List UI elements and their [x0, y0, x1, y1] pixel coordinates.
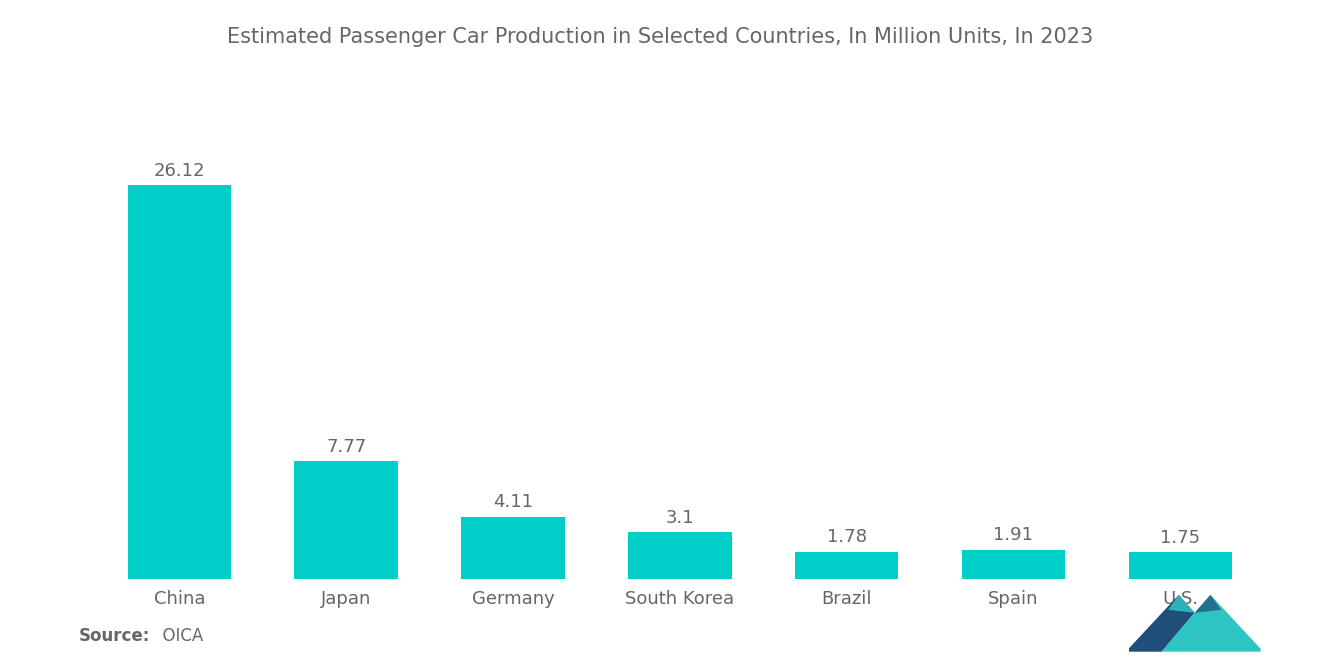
Bar — [461, 517, 565, 579]
Text: 7.77: 7.77 — [326, 438, 366, 456]
Bar — [628, 532, 731, 579]
Text: OICA: OICA — [152, 627, 203, 645]
Text: Source:: Source: — [79, 627, 150, 645]
Polygon shape — [1162, 595, 1261, 652]
Polygon shape — [1129, 595, 1195, 652]
Bar — [128, 185, 231, 579]
Text: 1.78: 1.78 — [826, 529, 867, 547]
Text: 26.12: 26.12 — [153, 162, 205, 180]
Text: 4.11: 4.11 — [492, 493, 533, 511]
Text: Estimated Passenger Car Production in Selected Countries, In Million Units, In 2: Estimated Passenger Car Production in Se… — [227, 27, 1093, 47]
Bar — [1129, 552, 1232, 579]
Bar — [294, 462, 397, 579]
Text: 3.1: 3.1 — [665, 509, 694, 527]
Bar — [962, 550, 1065, 579]
Polygon shape — [1195, 595, 1221, 613]
Bar — [795, 552, 899, 579]
Polygon shape — [1168, 595, 1195, 613]
Text: 1.91: 1.91 — [994, 527, 1034, 545]
Text: 1.75: 1.75 — [1160, 529, 1200, 547]
